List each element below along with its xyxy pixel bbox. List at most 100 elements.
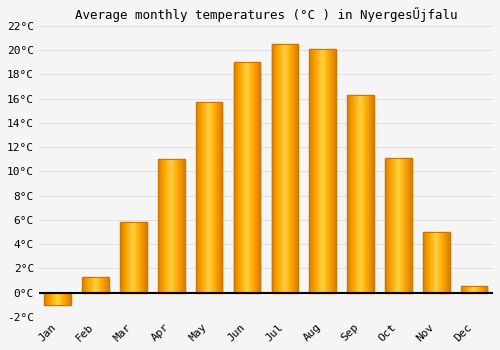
- Bar: [373, 95, 374, 293]
- Bar: [178, 159, 179, 293]
- Bar: [313, 49, 314, 293]
- Bar: [135, 222, 136, 293]
- Bar: [183, 159, 184, 293]
- Bar: [474, 287, 475, 293]
- Bar: [242, 62, 243, 293]
- Bar: [204, 102, 205, 293]
- Bar: [370, 95, 371, 293]
- Bar: [107, 277, 108, 293]
- Bar: [86, 277, 87, 293]
- Bar: [446, 232, 447, 293]
- Bar: [47, 293, 48, 305]
- Bar: [404, 158, 405, 293]
- Bar: [397, 158, 398, 293]
- Bar: [179, 159, 180, 293]
- Bar: [140, 222, 141, 293]
- Bar: [366, 95, 367, 293]
- Bar: [234, 62, 235, 293]
- Bar: [461, 287, 462, 293]
- Bar: [61, 293, 62, 305]
- Bar: [237, 62, 238, 293]
- Bar: [286, 44, 287, 293]
- Bar: [137, 222, 138, 293]
- Bar: [46, 293, 47, 305]
- Bar: [276, 44, 277, 293]
- Bar: [96, 277, 97, 293]
- Bar: [326, 49, 328, 293]
- Bar: [407, 158, 408, 293]
- Bar: [278, 44, 279, 293]
- Bar: [170, 159, 172, 293]
- Bar: [219, 102, 220, 293]
- Bar: [55, 293, 56, 305]
- Bar: [256, 62, 257, 293]
- Bar: [315, 49, 316, 293]
- Bar: [93, 277, 94, 293]
- Bar: [385, 158, 386, 293]
- Bar: [125, 222, 126, 293]
- Bar: [389, 158, 390, 293]
- Bar: [59, 293, 60, 305]
- Bar: [348, 95, 374, 293]
- Bar: [365, 95, 366, 293]
- Bar: [236, 62, 237, 293]
- Bar: [316, 49, 318, 293]
- Bar: [99, 277, 100, 293]
- Bar: [132, 222, 133, 293]
- Bar: [87, 277, 88, 293]
- Bar: [294, 44, 295, 293]
- Bar: [120, 222, 146, 293]
- Bar: [436, 232, 437, 293]
- Bar: [350, 95, 352, 293]
- Bar: [91, 277, 92, 293]
- Bar: [482, 287, 484, 293]
- Bar: [162, 159, 164, 293]
- Bar: [160, 159, 162, 293]
- Bar: [334, 49, 336, 293]
- Bar: [247, 62, 248, 293]
- Bar: [249, 62, 250, 293]
- Bar: [275, 44, 276, 293]
- Bar: [253, 62, 254, 293]
- Bar: [105, 277, 106, 293]
- Bar: [127, 222, 128, 293]
- Bar: [202, 102, 203, 293]
- Bar: [449, 232, 450, 293]
- Bar: [57, 293, 58, 305]
- Bar: [209, 102, 210, 293]
- Bar: [133, 222, 134, 293]
- Bar: [401, 158, 402, 293]
- Bar: [324, 49, 326, 293]
- Bar: [134, 222, 135, 293]
- Bar: [428, 232, 429, 293]
- Bar: [398, 158, 399, 293]
- Bar: [391, 158, 392, 293]
- Bar: [272, 44, 298, 293]
- Bar: [410, 158, 411, 293]
- Bar: [58, 293, 59, 305]
- Bar: [54, 293, 55, 305]
- Bar: [352, 95, 354, 293]
- Bar: [479, 287, 480, 293]
- Bar: [362, 95, 363, 293]
- Bar: [235, 62, 236, 293]
- Bar: [131, 222, 132, 293]
- Bar: [411, 158, 412, 293]
- Bar: [49, 293, 50, 305]
- Bar: [142, 222, 144, 293]
- Bar: [392, 158, 393, 293]
- Bar: [174, 159, 176, 293]
- Bar: [284, 44, 285, 293]
- Bar: [442, 232, 443, 293]
- Bar: [287, 44, 288, 293]
- Bar: [429, 232, 430, 293]
- Title: Average monthly temperatures (°C ) in NyergesŰjfalu: Average monthly temperatures (°C ) in Ny…: [74, 7, 457, 22]
- Bar: [310, 49, 311, 293]
- Bar: [468, 287, 469, 293]
- Bar: [203, 102, 204, 293]
- Bar: [82, 277, 109, 293]
- Bar: [101, 277, 102, 293]
- Bar: [181, 159, 182, 293]
- Bar: [461, 287, 487, 293]
- Bar: [290, 44, 291, 293]
